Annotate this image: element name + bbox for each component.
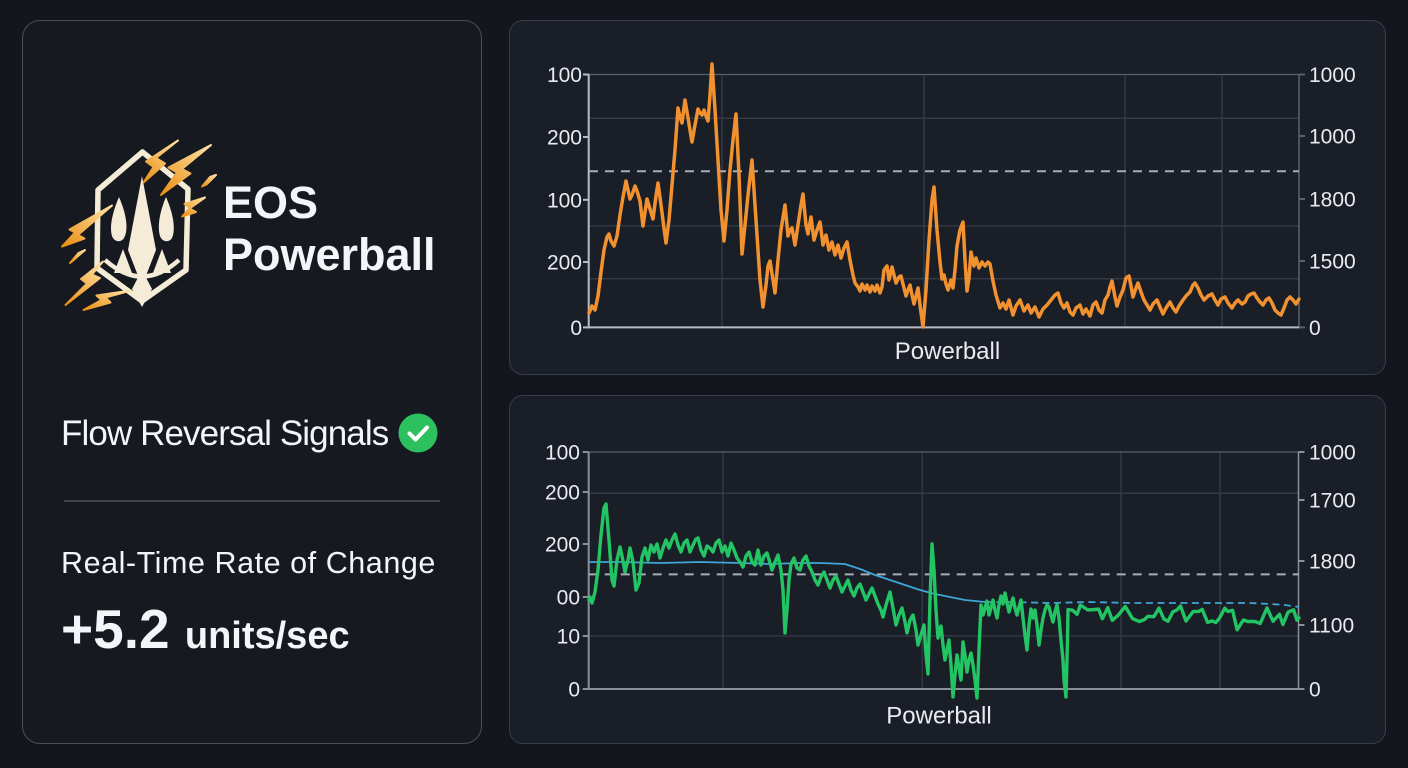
svg-text:100: 100 — [547, 64, 582, 87]
svg-text:200: 200 — [545, 482, 580, 505]
svg-text:1100: 1100 — [1309, 615, 1354, 638]
svg-text:1500: 1500 — [1309, 251, 1356, 274]
svg-text:1000: 1000 — [1309, 442, 1356, 465]
svg-text:1000: 1000 — [1309, 64, 1356, 87]
svg-text:200: 200 — [545, 534, 580, 557]
svg-text:Powerball: Powerball — [895, 338, 1000, 365]
svg-text:0: 0 — [568, 679, 580, 702]
svg-text:0: 0 — [570, 317, 582, 340]
svg-text:200: 200 — [547, 127, 582, 150]
svg-text:Powerball: Powerball — [886, 703, 991, 730]
svg-text:0: 0 — [1309, 317, 1321, 340]
svg-text:200: 200 — [547, 252, 582, 275]
svg-text:100: 100 — [547, 189, 582, 212]
svg-text:0: 0 — [1309, 679, 1321, 702]
svg-text:1700: 1700 — [1309, 490, 1356, 513]
svg-text:1800: 1800 — [1309, 189, 1356, 212]
svg-text:100: 100 — [545, 442, 580, 465]
svg-text:1000: 1000 — [1309, 126, 1356, 149]
svg-text:10: 10 — [557, 626, 580, 649]
svg-text:00: 00 — [557, 587, 580, 610]
svg-text:1800: 1800 — [1309, 551, 1356, 574]
